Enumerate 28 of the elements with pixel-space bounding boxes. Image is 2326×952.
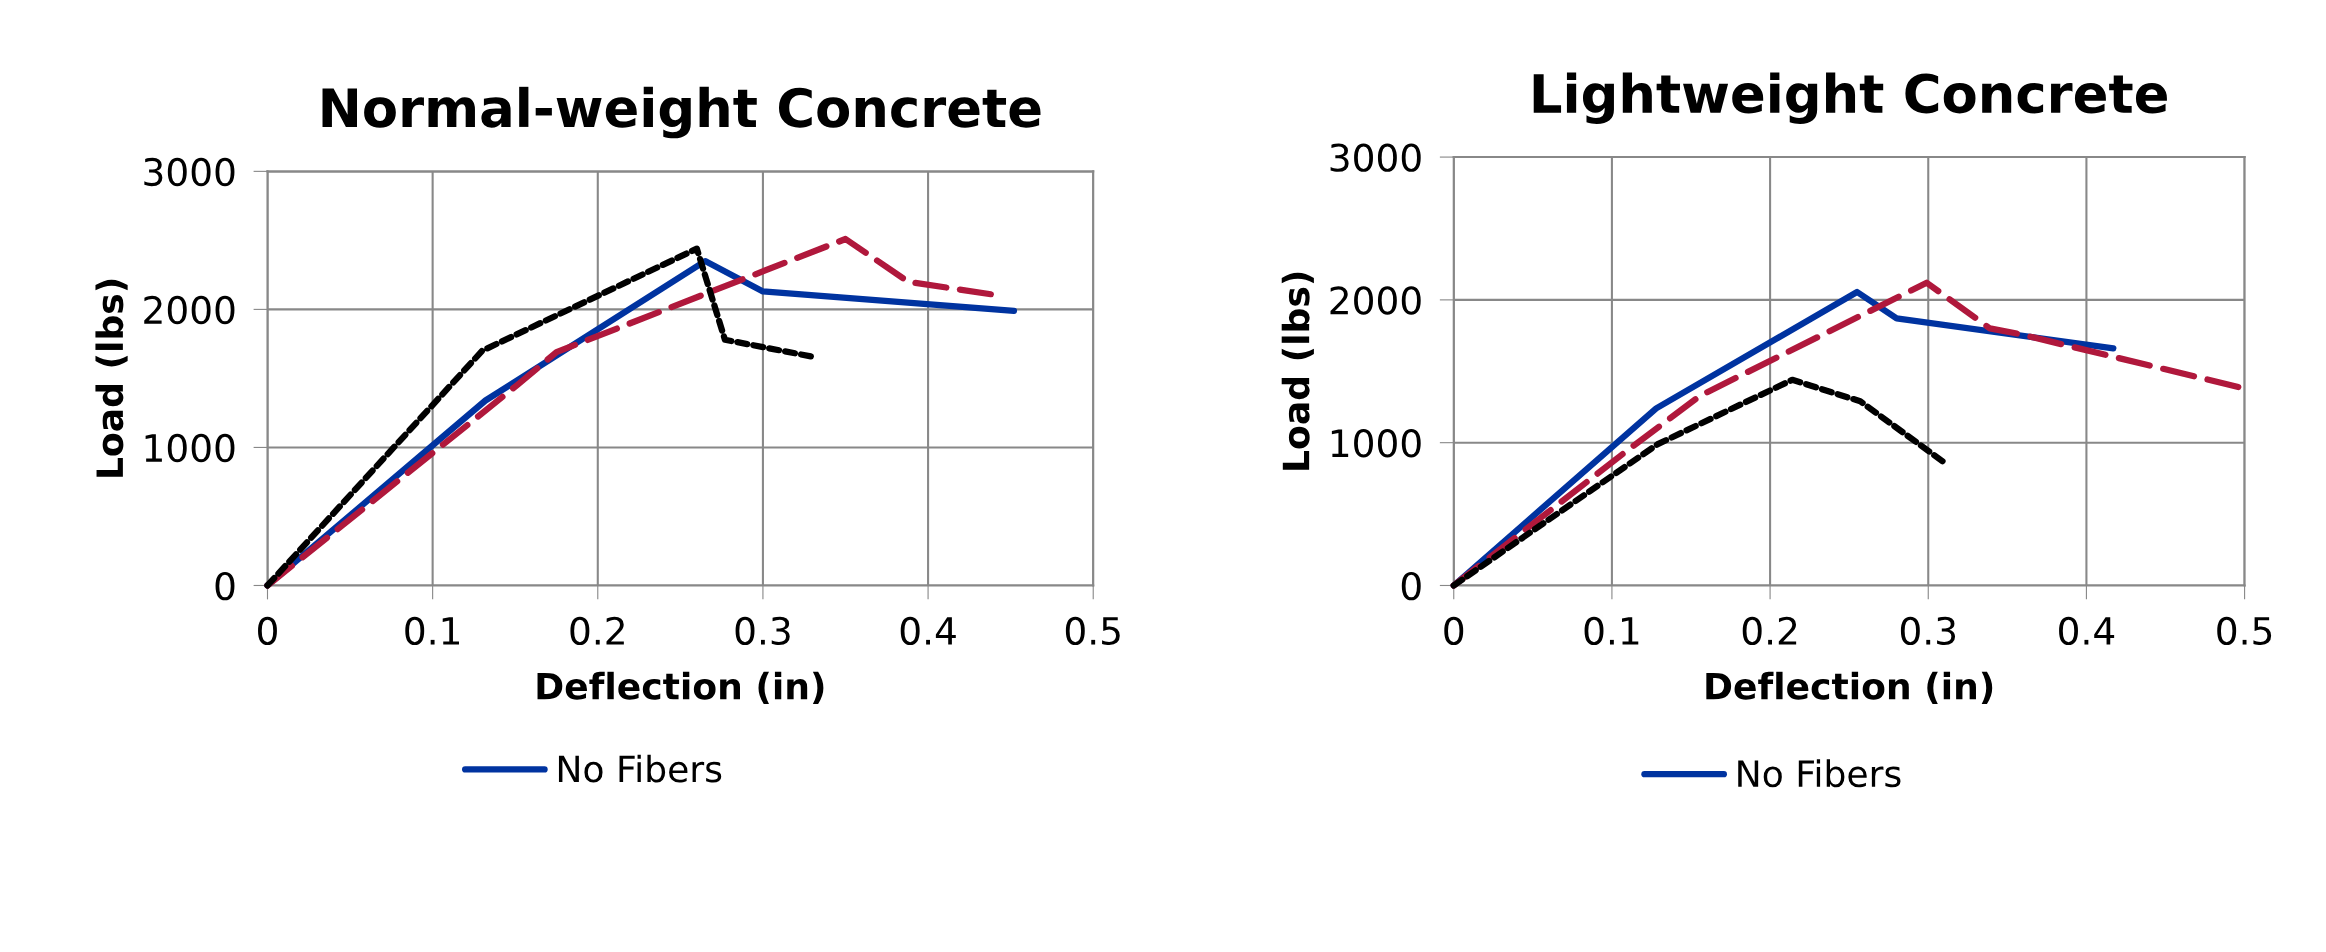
y-tick-label: 0 [215,571,235,601]
x-tick-label: 0.4 [900,616,956,646]
x-tick-label: 0.1 [405,616,459,646]
y-tick-label: 0 [1401,571,1421,601]
x-tick-label: 0.1 [1584,616,1639,646]
x-tick-label: 0.4 [2059,616,2115,646]
y-tick-label: 2000 [1330,286,1421,315]
x-axis-title: Deflection (in) [1706,671,1993,704]
chart-title: Normal-weight Concrete [322,86,1041,139]
x-tick-label: 0.5 [2217,616,2272,646]
x-tick-label: 0 [258,616,277,646]
legend-label: No Fibers [1738,759,1901,788]
x-tick-label: 0.2 [570,616,624,646]
x-tick-label: 0.3 [735,616,790,646]
y-axis-title: Load (lbs) [1281,272,1314,470]
y-tick-label: 3000 [144,157,235,187]
y-tick-label: 1000 [145,433,235,463]
y-axis-title: Load (lbs) [95,279,128,477]
legend-label: No Fibers [558,754,722,783]
y-tick-label: 2000 [144,295,235,325]
x-tick-label: 0.5 [1065,616,1120,646]
y-tick-label: 3000 [1330,143,1421,172]
x-tick-label: 0.3 [1900,616,1956,646]
x-tick-label: 0 [1444,616,1464,646]
x-tick-label: 0.2 [1742,616,1797,646]
x-axis-title: Deflection (in) [537,671,824,704]
y-tick-label: 1000 [1331,429,1421,458]
chart-title: Lightweight Concrete [1533,72,2167,125]
